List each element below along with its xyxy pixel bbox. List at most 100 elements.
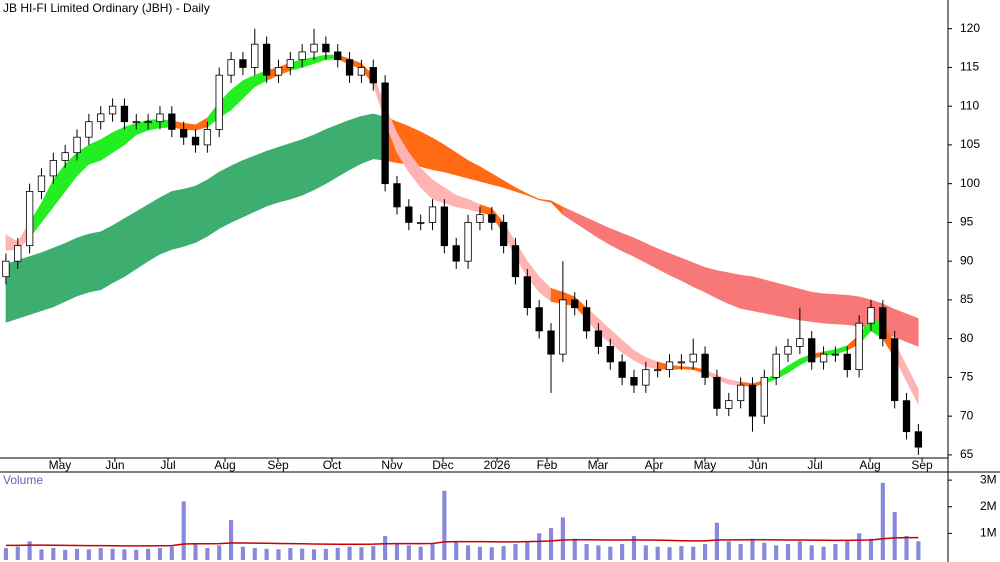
volume-bar bbox=[430, 544, 435, 560]
candle-body bbox=[571, 299, 579, 309]
long-band-segment bbox=[787, 285, 801, 321]
long-band-segment bbox=[230, 160, 244, 223]
volume-bar bbox=[904, 536, 909, 560]
candle-body bbox=[594, 330, 603, 347]
long-band-segment bbox=[17, 256, 30, 319]
candle-body bbox=[345, 59, 354, 76]
long-band-segment bbox=[835, 294, 848, 325]
candle-body bbox=[97, 113, 105, 123]
volume-bar bbox=[560, 517, 565, 560]
volume-bar bbox=[63, 549, 68, 560]
long-band-segment bbox=[847, 294, 860, 327]
long-band-segment bbox=[53, 242, 66, 308]
candle-body bbox=[819, 353, 828, 363]
volume-bar bbox=[359, 547, 364, 560]
long-band-segment bbox=[266, 146, 279, 207]
volume-bar bbox=[98, 548, 103, 560]
candle-body bbox=[559, 299, 567, 355]
volume-bar bbox=[631, 536, 637, 560]
volume-ma-line bbox=[5, 536, 919, 547]
volume-bar bbox=[477, 546, 482, 560]
candle-body bbox=[689, 353, 697, 363]
candle-body bbox=[251, 43, 259, 68]
volume-tick-label: 3M bbox=[980, 472, 997, 486]
long-band-segment bbox=[41, 247, 54, 312]
candle-body bbox=[108, 105, 117, 115]
candle-body bbox=[772, 353, 780, 378]
long-band-segment bbox=[740, 274, 753, 312]
x-tick-label: Jul bbox=[160, 458, 175, 472]
volume-bar bbox=[762, 542, 767, 560]
volume-bar bbox=[406, 545, 411, 560]
volume-bar bbox=[525, 541, 530, 560]
y-tick-label: 80 bbox=[960, 331, 974, 345]
volume-bar bbox=[572, 538, 577, 560]
y-tick-label: 110 bbox=[960, 98, 979, 112]
long-band-segment bbox=[811, 291, 824, 324]
volume-bar bbox=[489, 547, 494, 560]
volume-bar bbox=[347, 546, 352, 560]
volume-bar bbox=[394, 544, 400, 560]
x-tick-label: Mar bbox=[588, 458, 609, 472]
long-band-segment bbox=[301, 134, 315, 196]
volume-bar bbox=[868, 538, 874, 560]
candle-body bbox=[180, 129, 188, 138]
volume-bar bbox=[584, 544, 589, 560]
volume-bar bbox=[27, 541, 32, 560]
long-band-segment bbox=[242, 155, 256, 218]
candle-body bbox=[725, 400, 733, 409]
volume-bar bbox=[643, 545, 648, 560]
long-band-segment bbox=[728, 272, 741, 309]
candle-body bbox=[784, 346, 792, 355]
candle-body bbox=[25, 191, 34, 247]
volume-bar bbox=[276, 549, 281, 560]
volume-bar bbox=[608, 546, 613, 560]
candle-body bbox=[203, 129, 212, 146]
x-tick-label: Nov bbox=[381, 458, 402, 472]
volume-bar bbox=[252, 548, 257, 560]
candle-body bbox=[748, 384, 757, 417]
candle-body bbox=[499, 222, 508, 247]
candle-body bbox=[132, 121, 140, 124]
candle-body bbox=[606, 346, 614, 363]
volume-bar bbox=[655, 546, 660, 560]
candle-body bbox=[227, 59, 235, 76]
volume-bar bbox=[454, 541, 459, 560]
candle-body bbox=[464, 222, 472, 262]
volume-bar bbox=[679, 546, 684, 560]
candle-body bbox=[322, 43, 330, 53]
volume-bar bbox=[466, 545, 471, 560]
candle-body bbox=[476, 214, 484, 223]
long-band-segment bbox=[906, 313, 919, 347]
candle-body bbox=[618, 361, 626, 378]
long-band-segment bbox=[124, 211, 137, 278]
long-band-segment bbox=[112, 218, 125, 284]
y-tick-label: 90 bbox=[960, 253, 974, 267]
candle-body bbox=[760, 377, 768, 417]
long-band-segment bbox=[692, 262, 706, 293]
x-tick-label: Jun bbox=[748, 458, 767, 472]
y-tick-label: 70 bbox=[960, 408, 974, 422]
long-band-segment bbox=[775, 282, 789, 319]
volume-bar bbox=[335, 547, 340, 560]
candle-body bbox=[843, 353, 851, 371]
volume-panel bbox=[3, 482, 921, 560]
x-tick-label: Aug bbox=[859, 458, 880, 472]
candle-body bbox=[582, 307, 591, 332]
volume-bar bbox=[264, 548, 269, 560]
volume-bar bbox=[833, 544, 838, 560]
volume-bar bbox=[311, 549, 317, 560]
long-band-segment bbox=[207, 171, 220, 237]
volume-bar bbox=[785, 544, 791, 560]
candle-body bbox=[239, 59, 247, 68]
volume-bar bbox=[596, 545, 601, 560]
long-band-segment bbox=[76, 233, 90, 297]
x-tick-label: May bbox=[694, 458, 717, 472]
y-tick-label: 100 bbox=[960, 176, 980, 190]
x-tick-label: May bbox=[49, 458, 72, 472]
candle-body bbox=[369, 67, 377, 84]
volume-tick-label: 1M bbox=[980, 526, 997, 540]
candle-body bbox=[2, 260, 10, 278]
